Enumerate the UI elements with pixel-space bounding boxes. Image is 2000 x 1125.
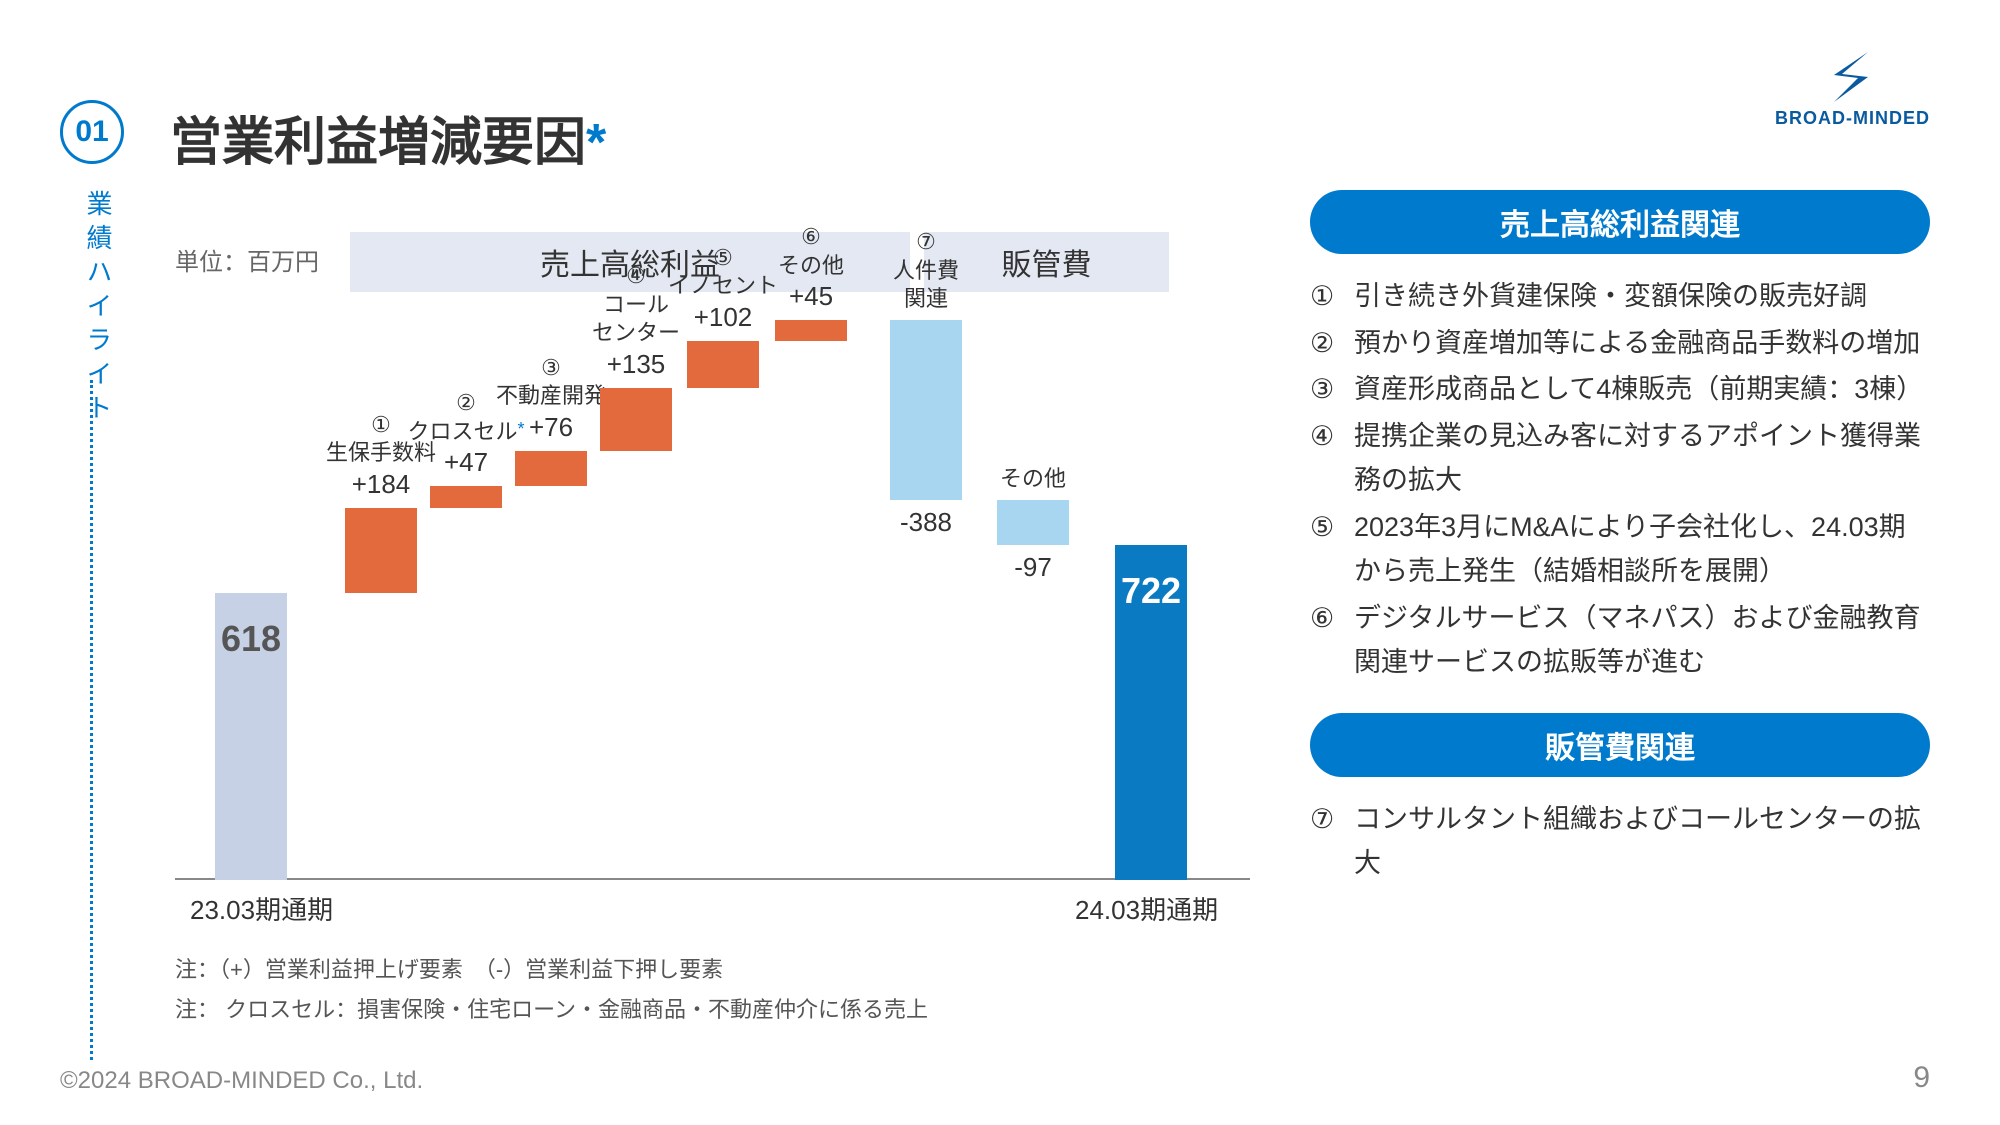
logo-text: BROAD-MINDED bbox=[1775, 108, 1930, 129]
bullet-row: ⑥デジタルサービス（マネパス）および金融教育関連サービスの拡販等が進む bbox=[1310, 596, 1930, 685]
bullet-row: ③資産形成商品として4棟販売（前期実績：3棟） bbox=[1310, 367, 1930, 412]
footer-page-number: 9 bbox=[1913, 1061, 1930, 1095]
unit-label: 単位：百万円 bbox=[175, 242, 319, 277]
pill-sga: 販管費関連 bbox=[1310, 713, 1930, 777]
bullet-text: 2023年3月にM&Aにより子会社化し、24.03期から売上発生（結婚相談所を展… bbox=[1354, 505, 1930, 594]
bullet-row: ②預かり資産増加等による金融商品手数料の増加 bbox=[1310, 321, 1930, 366]
page-title: 営業利益増減要因* bbox=[170, 100, 606, 175]
side-dotted-line bbox=[90, 380, 93, 1060]
footnote-line-1: 注：（+）営業利益押上げ要素 （-）営業利益下押し要素 bbox=[175, 950, 928, 990]
footnote-line-2: 注： クロスセル：損害保険・住宅ローン・金融商品・不動産仲介に係る売上 bbox=[175, 990, 928, 1030]
explanation-column: 売上高総利益関連 ①引き続き外貨建保険・変額保険の販売好調②預かり資産増加等によ… bbox=[1310, 190, 1930, 914]
section-number-badge: 01 bbox=[60, 100, 124, 164]
bullet-number: ① bbox=[1310, 274, 1354, 319]
pill-gross-profit: 売上高総利益関連 bbox=[1310, 190, 1930, 254]
bullet-number: ④ bbox=[1310, 414, 1354, 503]
waterfall-bar-b7 bbox=[890, 320, 962, 500]
bullet-row: ⑦コンサルタント組織およびコールセンターの拡大 bbox=[1310, 797, 1930, 886]
waterfall-bar-b3 bbox=[515, 451, 587, 486]
waterfall-bar-b6 bbox=[775, 320, 847, 341]
bar-label-b8: -97 bbox=[968, 551, 1098, 585]
bullet-row: ④提携企業の見込み客に対するアポイント獲得業務の拡大 bbox=[1310, 414, 1930, 503]
bar-value-start: 618 bbox=[215, 618, 287, 660]
bullet-text: コンサルタント組織およびコールセンターの拡大 bbox=[1354, 797, 1930, 886]
bar-label-b6: ⑥その他+45 bbox=[746, 223, 876, 314]
waterfall-bar-b2 bbox=[430, 486, 502, 508]
bar-value-end: 722 bbox=[1115, 570, 1187, 612]
bullet-number: ② bbox=[1310, 321, 1354, 366]
bullet-text: 引き続き外貨建保険・変額保険の販売好調 bbox=[1354, 274, 1930, 319]
side-vertical-label: 業績ハイライト bbox=[80, 190, 117, 428]
waterfall-bar-b5 bbox=[687, 341, 759, 388]
bullet-number: ③ bbox=[1310, 367, 1354, 412]
title-text: 営業利益増減要因 bbox=[170, 114, 586, 172]
x-axis-line bbox=[175, 878, 1250, 880]
bullet-text: 資産形成商品として4棟販売（前期実績：3棟） bbox=[1354, 367, 1930, 412]
bullets-gross-profit: ①引き続き外貨建保険・変額保険の販売好調②預かり資産増加等による金融商品手数料の… bbox=[1310, 274, 1930, 685]
bullet-text: 提携企業の見込み客に対するアポイント獲得業務の拡大 bbox=[1354, 414, 1930, 503]
bullet-number: ⑤ bbox=[1310, 505, 1354, 594]
bullet-row: ⑤2023年3月にM&Aにより子会社化し、24.03期から売上発生（結婚相談所を… bbox=[1310, 505, 1930, 594]
title-asterisk: * bbox=[586, 114, 606, 172]
waterfall-chart: 618①生保手数料+184②クロスセル*+47③不動産開発+76④コールセンター… bbox=[175, 300, 1250, 880]
bullet-number: ⑦ bbox=[1310, 797, 1354, 886]
x-axis-end-label: 24.03期通期 bbox=[1075, 890, 1218, 927]
waterfall-bar-b8 bbox=[997, 500, 1069, 545]
bullet-text: デジタルサービス（マネパス）および金融教育関連サービスの拡販等が進む bbox=[1354, 596, 1930, 685]
x-axis-start-label: 23.03期通期 bbox=[190, 890, 333, 927]
waterfall-bar-b1 bbox=[345, 508, 417, 593]
company-logo: BROAD-MINDED bbox=[1775, 50, 1930, 129]
bullets-sga: ⑦コンサルタント組織およびコールセンターの拡大 bbox=[1310, 797, 1930, 886]
chart-footnotes: 注：（+）営業利益押上げ要素 （-）営業利益下押し要素 注： クロスセル：損害保… bbox=[175, 950, 928, 1029]
bar-label-top-b8: その他 bbox=[968, 465, 1098, 494]
footer-copyright: ©2024 BROAD-MINDED Co., Ltd. bbox=[60, 1067, 423, 1095]
bar-label-top-b7: ⑦人件費関連 bbox=[861, 228, 991, 314]
bullet-text: 預かり資産増加等による金融商品手数料の増加 bbox=[1354, 321, 1930, 366]
bullet-number: ⑥ bbox=[1310, 596, 1354, 685]
bullet-row: ①引き続き外貨建保険・変額保険の販売好調 bbox=[1310, 274, 1930, 319]
bar-label-b7: -388 bbox=[861, 506, 991, 540]
waterfall-bar-b4 bbox=[600, 388, 672, 451]
